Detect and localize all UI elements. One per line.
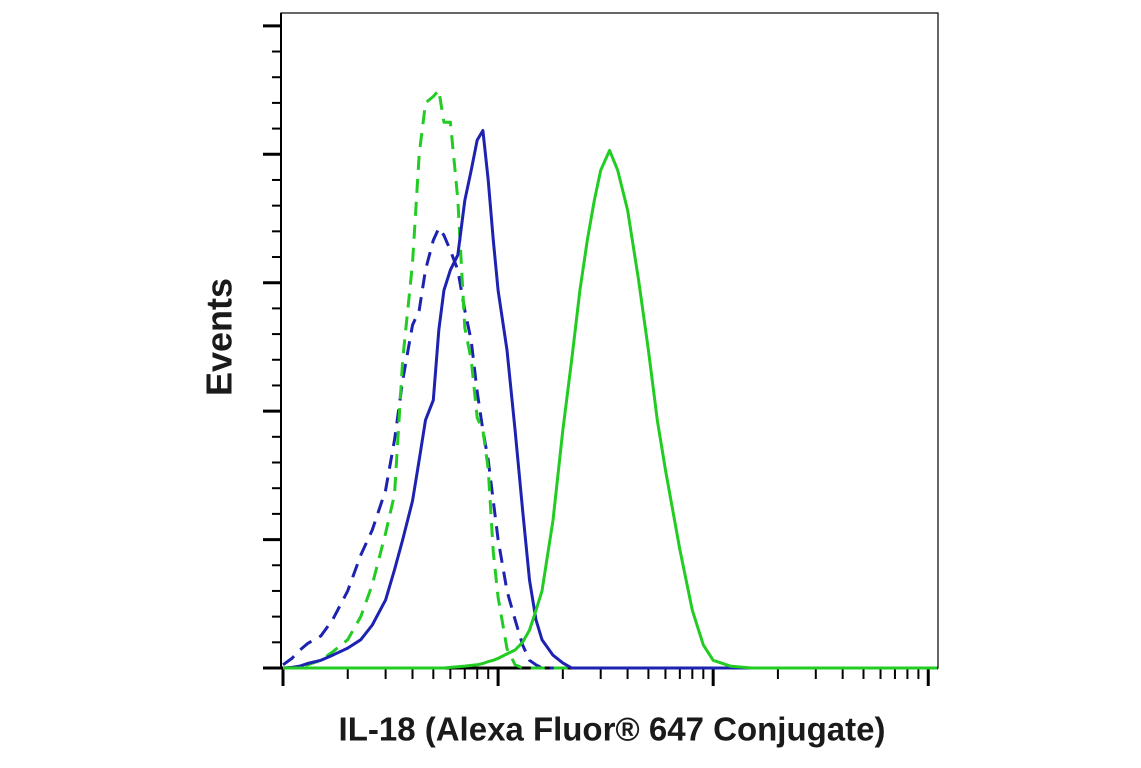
series-line: [282, 226, 938, 670]
series-line: [283, 148, 938, 670]
y-axis-label: Events: [199, 278, 240, 396]
series-line: [283, 88, 938, 670]
x-axis-label: IL-18 (Alexa Fluor® 647 Conjugate): [339, 711, 886, 748]
series-line: [282, 129, 938, 670]
plot-frame: [280, 12, 939, 669]
